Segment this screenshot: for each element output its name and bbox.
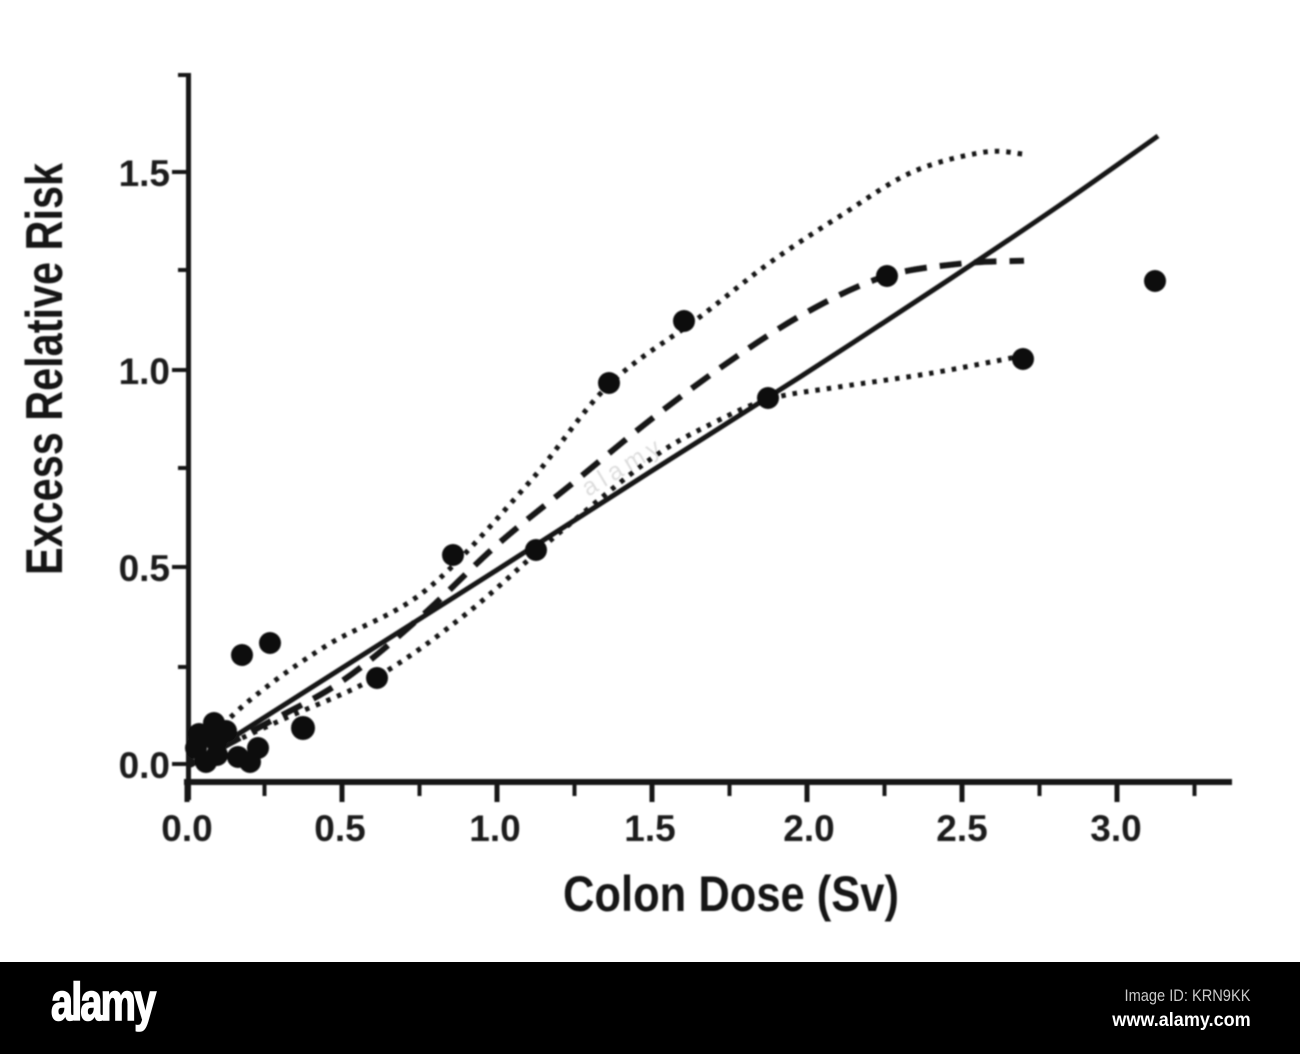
svg-text:0.5: 0.5 <box>119 548 170 589</box>
svg-text:1.0: 1.0 <box>469 808 520 849</box>
svg-text:0.0: 0.0 <box>119 745 170 786</box>
svg-text:3.0: 3.0 <box>1090 808 1141 849</box>
svg-text:2.0: 2.0 <box>783 808 834 849</box>
svg-text:1.5: 1.5 <box>624 808 675 849</box>
svg-text:Excess Relative Risk: Excess Relative Risk <box>16 163 74 575</box>
svg-text:Colon Dose (Sv): Colon Dose (Sv) <box>563 866 899 922</box>
svg-text:0.0: 0.0 <box>161 808 212 849</box>
svg-text:1.5: 1.5 <box>119 153 170 194</box>
svg-text:0.5: 0.5 <box>314 808 365 849</box>
svg-text:1.0: 1.0 <box>119 351 170 392</box>
svg-text:2.5: 2.5 <box>936 808 987 849</box>
